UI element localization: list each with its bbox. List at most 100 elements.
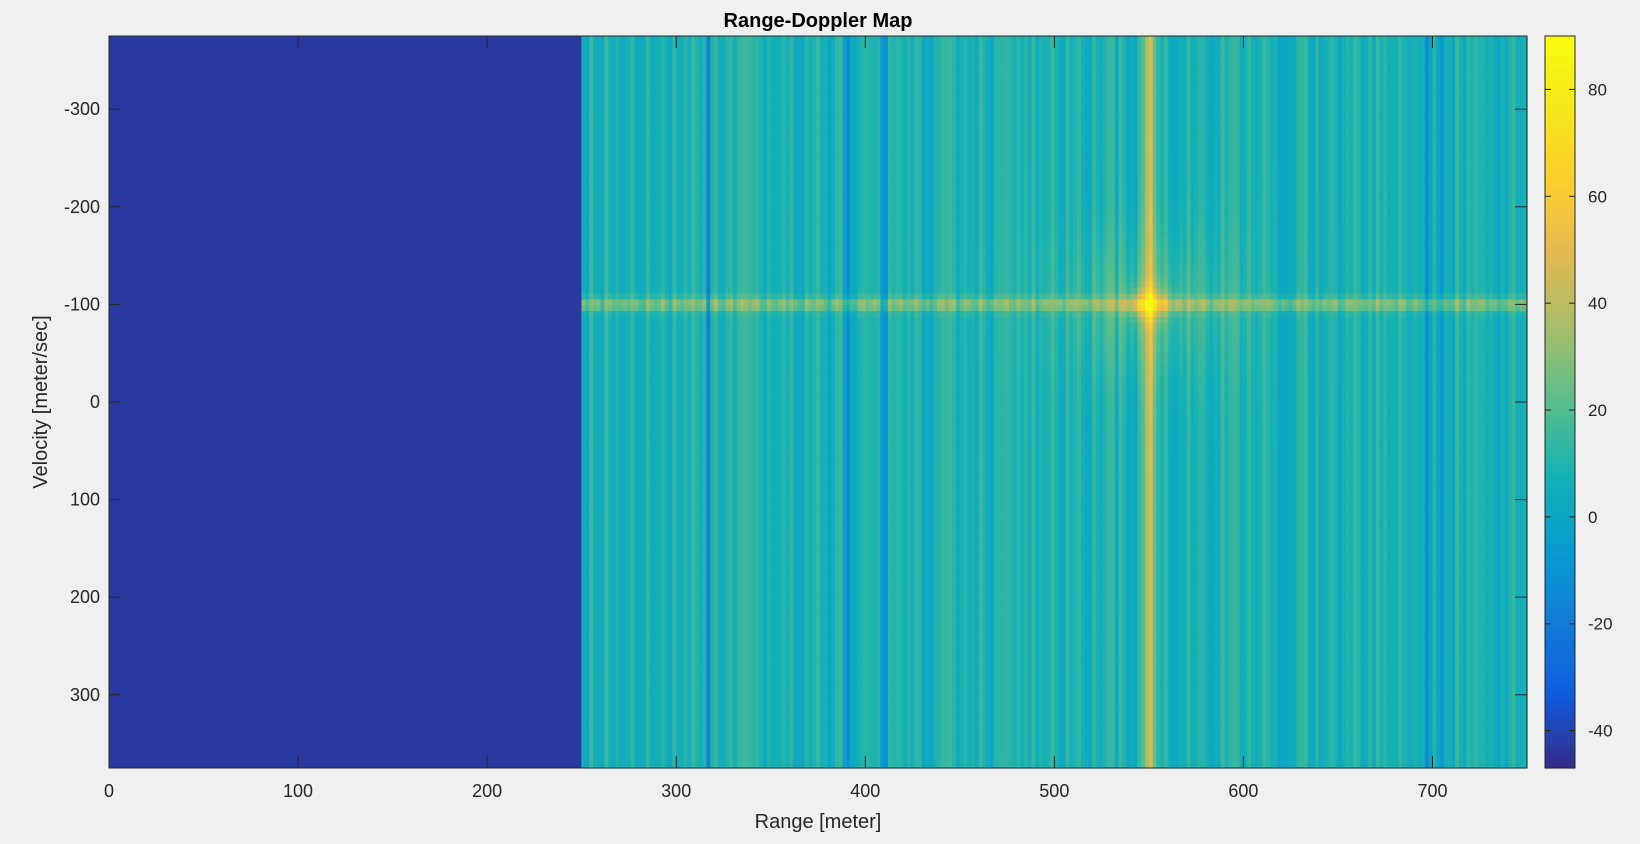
heatmap-cell	[672, 463, 677, 470]
heatmap-cell	[596, 71, 602, 78]
heatmap-cell	[593, 147, 598, 154]
heatmap-cell	[634, 229, 639, 236]
heatmap-cell	[710, 522, 715, 529]
heatmap-cell	[638, 346, 643, 353]
heatmap-cell	[706, 539, 711, 547]
heatmap-cell	[596, 158, 602, 166]
heatmap-cell	[645, 504, 651, 511]
heatmap-cell	[714, 299, 719, 306]
heatmap-cell	[642, 481, 647, 488]
heatmap-cell	[596, 188, 602, 195]
heatmap-cell	[691, 59, 696, 66]
heatmap-cell	[729, 188, 734, 195]
heatmap-cell	[698, 182, 704, 189]
heatmap-cell	[687, 674, 692, 681]
heatmap-cell	[627, 574, 632, 582]
heatmap-cell	[679, 53, 685, 61]
heatmap-cell	[623, 117, 628, 125]
heatmap-cell	[585, 117, 590, 125]
heatmap-cell	[717, 47, 723, 55]
heatmap-cell	[589, 381, 594, 388]
heatmap-cell	[645, 47, 651, 55]
heatmap-cell	[683, 539, 689, 547]
heatmap-cell	[695, 358, 700, 365]
heatmap-cell	[638, 744, 643, 752]
heatmap-cell	[619, 457, 624, 465]
heatmap-cell	[721, 53, 726, 61]
heatmap-cell	[691, 229, 696, 236]
heatmap-cell	[581, 141, 587, 148]
heatmap-cell	[589, 246, 594, 254]
heatmap-cell	[721, 76, 726, 84]
heatmap-cell	[596, 135, 602, 143]
heatmap-cell	[608, 305, 613, 312]
heatmap-cell	[630, 199, 636, 207]
heatmap-cell	[706, 317, 711, 324]
heatmap-cell	[581, 434, 587, 441]
heatmap-cell	[687, 188, 692, 195]
heatmap-cell	[676, 656, 681, 664]
heatmap-cell	[668, 481, 674, 488]
heatmap-cell	[615, 703, 621, 711]
heatmap-cell	[600, 481, 605, 488]
heatmap-cell	[661, 551, 666, 558]
heatmap-cell	[683, 235, 689, 242]
heatmap-cell	[717, 563, 723, 570]
heatmap-cell	[589, 762, 594, 769]
heatmap-cell	[645, 76, 651, 84]
heatmap-cell	[638, 615, 643, 623]
heatmap-cell	[615, 393, 621, 400]
heatmap-cell	[664, 123, 670, 131]
heatmap-cell	[661, 358, 666, 365]
heatmap-cell	[627, 533, 632, 541]
heatmap-cell	[691, 645, 696, 652]
heatmap-cell	[615, 674, 621, 681]
heatmap-cell	[653, 199, 658, 207]
heatmap-cell	[593, 691, 598, 699]
heatmap-cell	[600, 533, 605, 541]
heatmap-cell	[725, 287, 730, 295]
heatmap-cell	[687, 609, 692, 617]
heatmap-cell	[642, 76, 647, 84]
heatmap-cell	[725, 36, 730, 43]
heatmap-cell	[717, 686, 723, 693]
heatmap-cell	[710, 399, 715, 406]
heatmap-cell	[623, 369, 628, 377]
heatmap-cell	[638, 82, 643, 90]
heatmap-cell	[585, 258, 590, 265]
heatmap-cell	[649, 135, 655, 143]
heatmap-cell	[623, 557, 628, 564]
heatmap-cell	[702, 199, 708, 207]
heatmap-cell	[710, 188, 715, 195]
heatmap-cell	[615, 135, 621, 143]
heatmap-cell	[634, 633, 639, 640]
heatmap-cell	[585, 217, 590, 224]
heatmap-cell	[638, 387, 643, 394]
heatmap-cell	[630, 106, 636, 113]
heatmap-cell	[721, 176, 726, 183]
heatmap-cell	[661, 428, 666, 435]
heatmap-cell	[664, 112, 670, 119]
heatmap-cell	[589, 287, 594, 295]
heatmap-cell	[593, 211, 598, 219]
heatmap-cell	[725, 299, 730, 306]
heatmap-cell	[608, 621, 613, 629]
heatmap-cell	[717, 264, 723, 271]
heatmap-cell	[589, 539, 594, 547]
heatmap-cell	[695, 721, 700, 728]
heatmap-cell	[619, 199, 624, 207]
heatmap-cell	[623, 568, 628, 576]
heatmap-cell	[664, 574, 670, 582]
heatmap-cell	[679, 615, 685, 623]
heatmap-cell	[717, 153, 723, 160]
heatmap-cell	[604, 627, 609, 634]
heatmap-cell	[695, 270, 700, 277]
heatmap-cell	[615, 645, 621, 652]
heatmap-cell	[589, 756, 594, 763]
heatmap-cell	[668, 498, 674, 506]
heatmap-cell	[657, 334, 662, 342]
heatmap-cell	[649, 182, 655, 189]
heatmap-cell	[653, 609, 658, 617]
heatmap-cell	[695, 475, 700, 482]
heatmap-cell	[642, 170, 647, 178]
